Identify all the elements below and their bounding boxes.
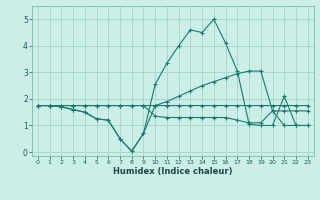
- X-axis label: Humidex (Indice chaleur): Humidex (Indice chaleur): [113, 167, 233, 176]
